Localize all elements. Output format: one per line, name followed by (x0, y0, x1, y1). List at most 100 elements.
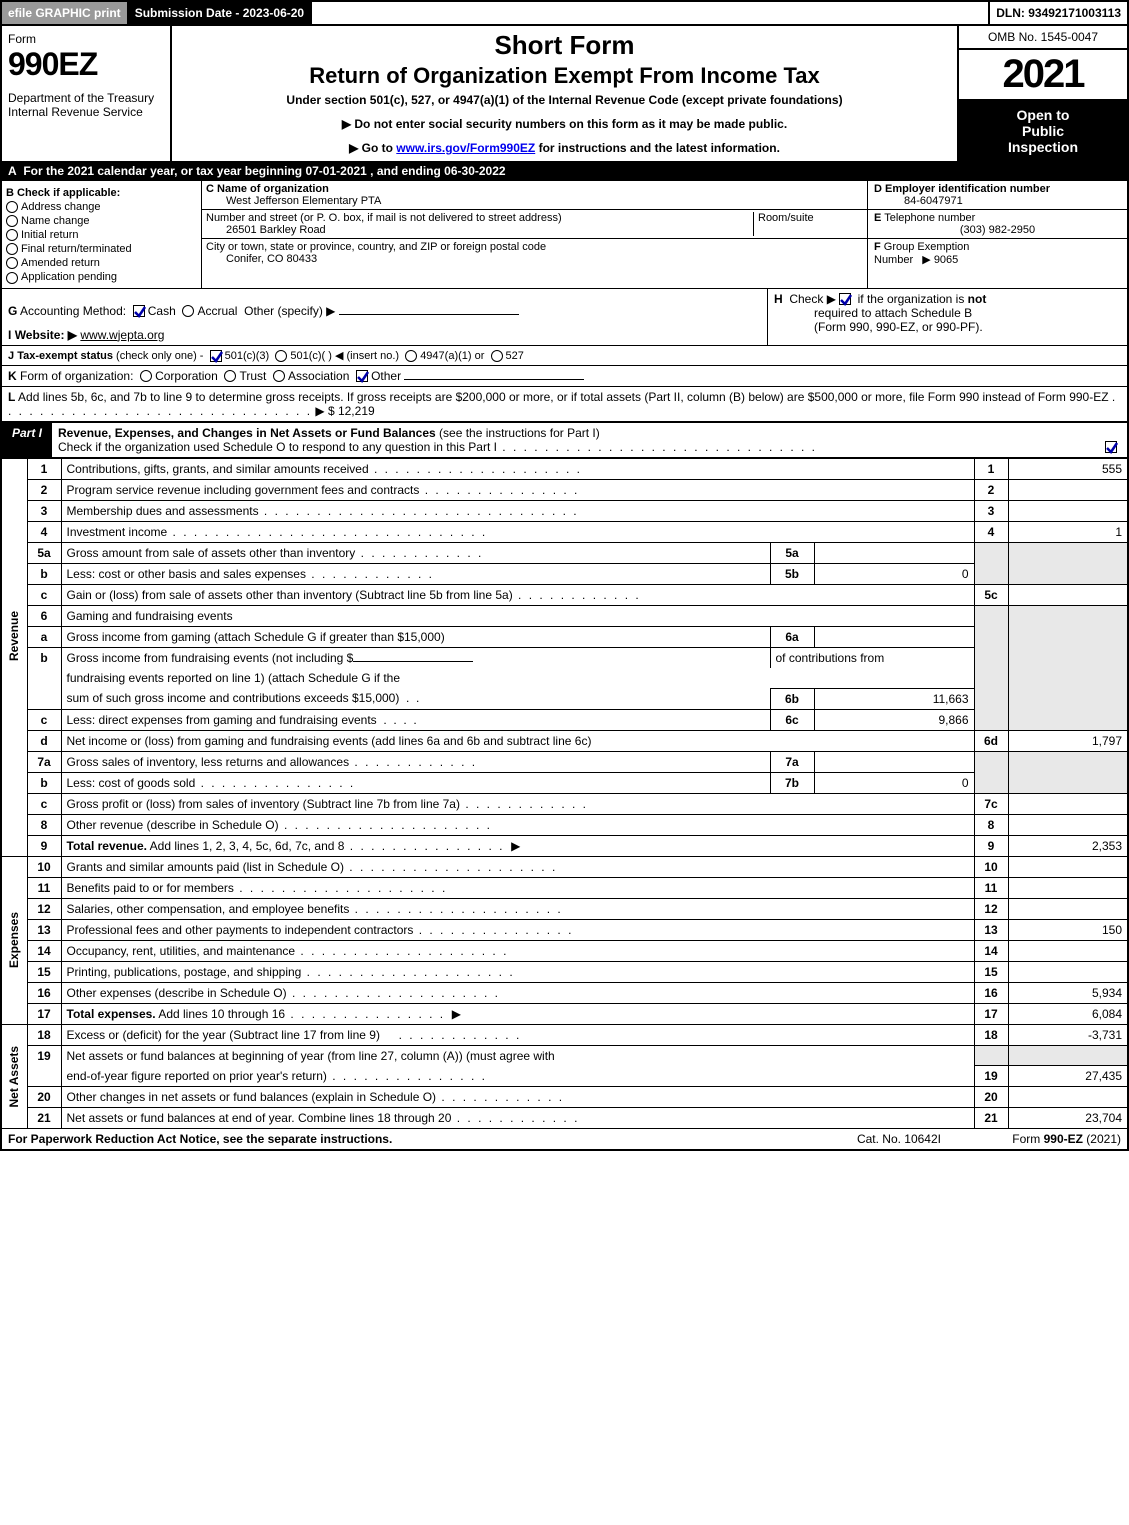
box-def: D Employer identification number 84-6047… (867, 181, 1127, 288)
line-8-amount (1008, 814, 1128, 835)
line-16-amount: 5,934 (1008, 982, 1128, 1003)
cb-name-change[interactable]: Name change (6, 215, 197, 227)
line-19-row1: 19 Net assets or fund balances at beginn… (1, 1045, 1128, 1066)
cb-501c[interactable] (275, 350, 287, 362)
line-a-label: A (8, 164, 17, 178)
line-5a: 5a Gross amount from sale of assets othe… (1, 542, 1128, 563)
box-f-hdr: Group Exemption (884, 241, 970, 253)
form-header-left: Form 990EZ Department of the Treasury In… (2, 26, 172, 161)
cb-corporation[interactable] (140, 370, 152, 382)
line-12: 12 Salaries, other compensation, and emp… (1, 898, 1128, 919)
cb-527[interactable] (491, 350, 503, 362)
line-3-amount (1008, 500, 1128, 521)
part-i-checkbox[interactable] (1097, 423, 1127, 457)
cb-address-change[interactable]: Address change (6, 201, 197, 213)
box-h-pre: Check ▶ (789, 292, 836, 306)
telephone: (303) 982-2950 (874, 224, 1121, 236)
line-14: 14 Occupancy, rent, utilities, and maint… (1, 940, 1128, 961)
line-16: 16 Other expenses (describe in Schedule … (1, 982, 1128, 1003)
form-title: Return of Organization Exempt From Incom… (176, 63, 953, 89)
gh-row: G Accounting Method: Cash Accrual Other … (0, 289, 1129, 346)
line-21: 21 Net assets or fund balances at end of… (1, 1108, 1128, 1129)
tax-year: 2021 (959, 50, 1127, 101)
line-7a: 7a Gross sales of inventory, less return… (1, 751, 1128, 772)
line-5b: b Less: cost or other basis and sales ex… (1, 563, 1128, 584)
line-7c-amount (1008, 793, 1128, 814)
omb-number: OMB No. 1545-0047 (959, 26, 1127, 50)
website[interactable]: www.wjepta.org (80, 328, 164, 342)
part-i-bar: Part I Revenue, Expenses, and Changes in… (0, 422, 1129, 458)
box-e-label: E (874, 212, 881, 224)
form-number: 990EZ (8, 46, 164, 83)
box-h-label: H (774, 292, 783, 306)
box-b: B Check if applicable: Address change Na… (2, 181, 202, 288)
line-2: 2 Program service revenue including gove… (1, 479, 1128, 500)
form-header-right: OMB No. 1545-0047 2021 Open to Public In… (957, 26, 1127, 161)
line-6a-mid (814, 626, 974, 647)
line-21-amount: 23,704 (1008, 1108, 1128, 1129)
cb-accrual[interactable] (182, 305, 194, 317)
cb-4947[interactable] (405, 350, 417, 362)
line-6d-amount: 1,797 (1008, 730, 1128, 751)
box-l-text: Add lines 5b, 6c, and 7b to line 9 to de… (18, 390, 1109, 404)
box-c: C Name of organization West Jefferson El… (202, 181, 867, 288)
line-5c-amount (1008, 584, 1128, 605)
box-g: G Accounting Method: Cash Accrual Other … (2, 289, 767, 345)
cb-cash[interactable] (133, 305, 145, 317)
box-h-text2: required to attach Schedule B (774, 306, 972, 320)
efile-print-button[interactable]: efile GRAPHIC print (2, 2, 129, 24)
box-h-text3: (Form 990, 990-EZ, or 990-PF). (774, 320, 983, 334)
cb-initial-return[interactable]: Initial return (6, 229, 197, 241)
top-bar: efile GRAPHIC print Submission Date - 20… (0, 0, 1129, 26)
part-i-label: Part I (2, 423, 52, 457)
box-g-text: Accounting Method: (20, 304, 126, 318)
ein: 84-6047971 (874, 195, 963, 207)
dept-irs: Internal Revenue Service (8, 105, 143, 119)
ssn-warning: ▶ Do not enter social security numbers o… (176, 117, 953, 131)
line-8: 8 Other revenue (describe in Schedule O)… (1, 814, 1128, 835)
line-a: A For the 2021 calendar year, or tax yea… (0, 161, 1129, 181)
box-k-label: K (8, 369, 17, 383)
line-5a-mid (814, 542, 974, 563)
irs-link[interactable]: www.irs.gov/Form990EZ (396, 141, 535, 155)
box-d-label: D (874, 183, 882, 195)
box-l-label: L (8, 390, 15, 404)
cb-other-org[interactable] (356, 370, 368, 382)
dln: DLN: 93492171003113 (990, 2, 1127, 24)
group-exempt-no: ▶ 9065 (922, 254, 958, 266)
line-6b-mid: 11,663 (814, 688, 974, 709)
cb-501c3[interactable] (210, 350, 222, 362)
line-6c-mid: 9,866 (814, 709, 974, 730)
box-b-header: Check if applicable: (17, 187, 120, 199)
cb-association[interactable] (273, 370, 285, 382)
line-6b-row2: fundraising events reported on line 1) (… (1, 668, 1128, 689)
line-11: 11 Benefits paid to or for members 11 (1, 877, 1128, 898)
line-19-amount: 27,435 (1008, 1066, 1128, 1087)
cb-schedule-b[interactable] (839, 293, 851, 305)
part-i-table: Revenue 1 Contributions, gifts, grants, … (0, 458, 1129, 1130)
dept-treasury: Department of the Treasury (8, 91, 154, 105)
line-6: 6 Gaming and fundraising events (1, 605, 1128, 626)
box-d-hdr: Employer identification number (885, 183, 1050, 195)
line-7c: c Gross profit or (loss) from sales of i… (1, 793, 1128, 814)
cb-final-return[interactable]: Final return/terminated (6, 243, 197, 255)
box-h-not: not (968, 292, 987, 306)
line-11-amount (1008, 877, 1128, 898)
department: Department of the Treasury Internal Reve… (8, 91, 164, 119)
form-word: Form (8, 32, 164, 46)
line-4-amount: 1 (1008, 521, 1128, 542)
box-f-label: F (874, 241, 881, 253)
line-10: Expenses 10 Grants and similar amounts p… (1, 856, 1128, 877)
box-j-label: J (8, 350, 14, 362)
box-k: K Form of organization: Corporation Trus… (0, 366, 1129, 387)
box-i-label: I (8, 328, 11, 342)
street-address: 26501 Barkley Road (206, 224, 326, 236)
line-1: Revenue 1 Contributions, gifts, grants, … (1, 458, 1128, 479)
cb-trust[interactable] (224, 370, 236, 382)
cb-application-pending[interactable]: Application pending (6, 271, 197, 283)
expenses-label: Expenses (1, 856, 27, 1024)
line-20: 20 Other changes in net assets or fund b… (1, 1087, 1128, 1108)
box-i-text: Website: ▶ (15, 328, 77, 342)
cb-amended-return[interactable]: Amended return (6, 257, 197, 269)
org-name: West Jefferson Elementary PTA (206, 195, 381, 207)
